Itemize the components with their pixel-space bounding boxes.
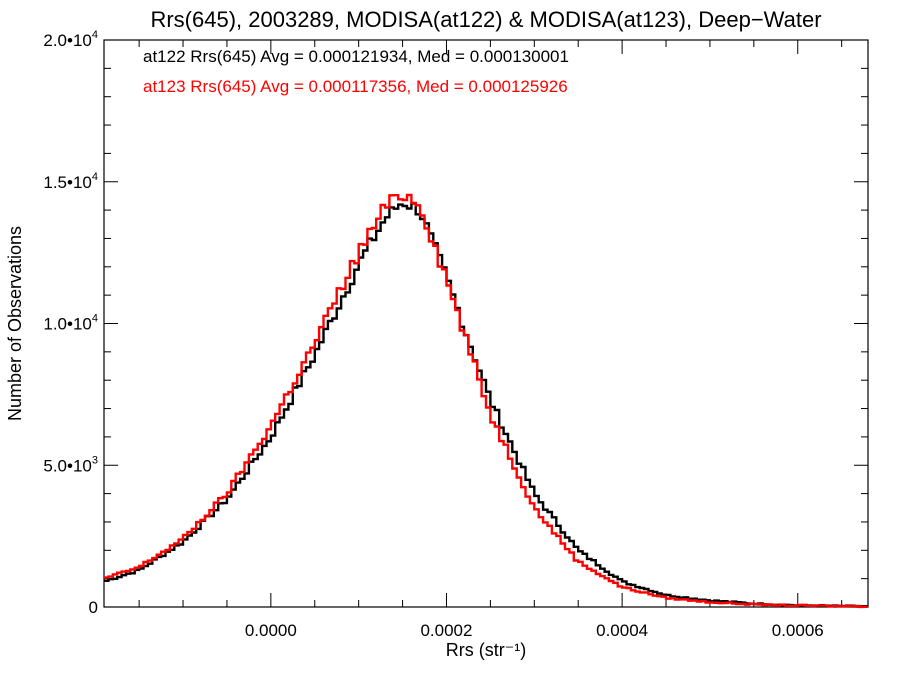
plot-frame-rect	[103, 39, 869, 608]
y-tick-exponent: 4	[92, 29, 98, 41]
x-tick-labels: 0.0000 0.0002 0.0004 0.0006	[245, 621, 824, 640]
legend-entry-at123: at123 Rrs(645) Avg = 0.000117356, Med = …	[143, 77, 568, 96]
plot-frame	[103, 39, 869, 608]
y-tick-label: 0	[89, 598, 98, 617]
y-tick-exponent: 3	[92, 454, 98, 466]
y-tick-label: 1.5•104	[43, 171, 98, 192]
legend: at122 Rrs(645) Avg = 0.000121934, Med = …	[143, 47, 569, 96]
y-tick-label: 2.0•104	[43, 29, 98, 50]
axis-ticks	[104, 39, 868, 608]
legend-entry-at122: at122 Rrs(645) Avg = 0.000121934, Med = …	[143, 47, 569, 66]
y-axis-label: Number of Observations	[5, 226, 25, 421]
y-tick-label: 5.0•103	[43, 454, 98, 475]
y-tick-exponent: 4	[92, 313, 98, 325]
x-axis-label: Rrs (str⁻¹)	[446, 640, 526, 660]
x-tick-label: 0.0004	[596, 621, 648, 640]
series-line-at123	[104, 193, 868, 609]
y-tick-exponent: 4	[92, 171, 98, 183]
y-tick-label: 1.0•104	[43, 313, 98, 334]
y-tick-labels: 0 5.0•103 1.0•104 1.5•104 2.0•104	[43, 29, 98, 617]
x-tick-label: 0.0000	[245, 621, 297, 640]
x-tick-label: 0.0006	[772, 621, 824, 640]
x-tick-label: 0.0002	[420, 621, 472, 640]
series-lines	[104, 193, 868, 609]
chart-title: Rrs(645), 2003289, MODISA(at122) & MODIS…	[150, 7, 821, 32]
